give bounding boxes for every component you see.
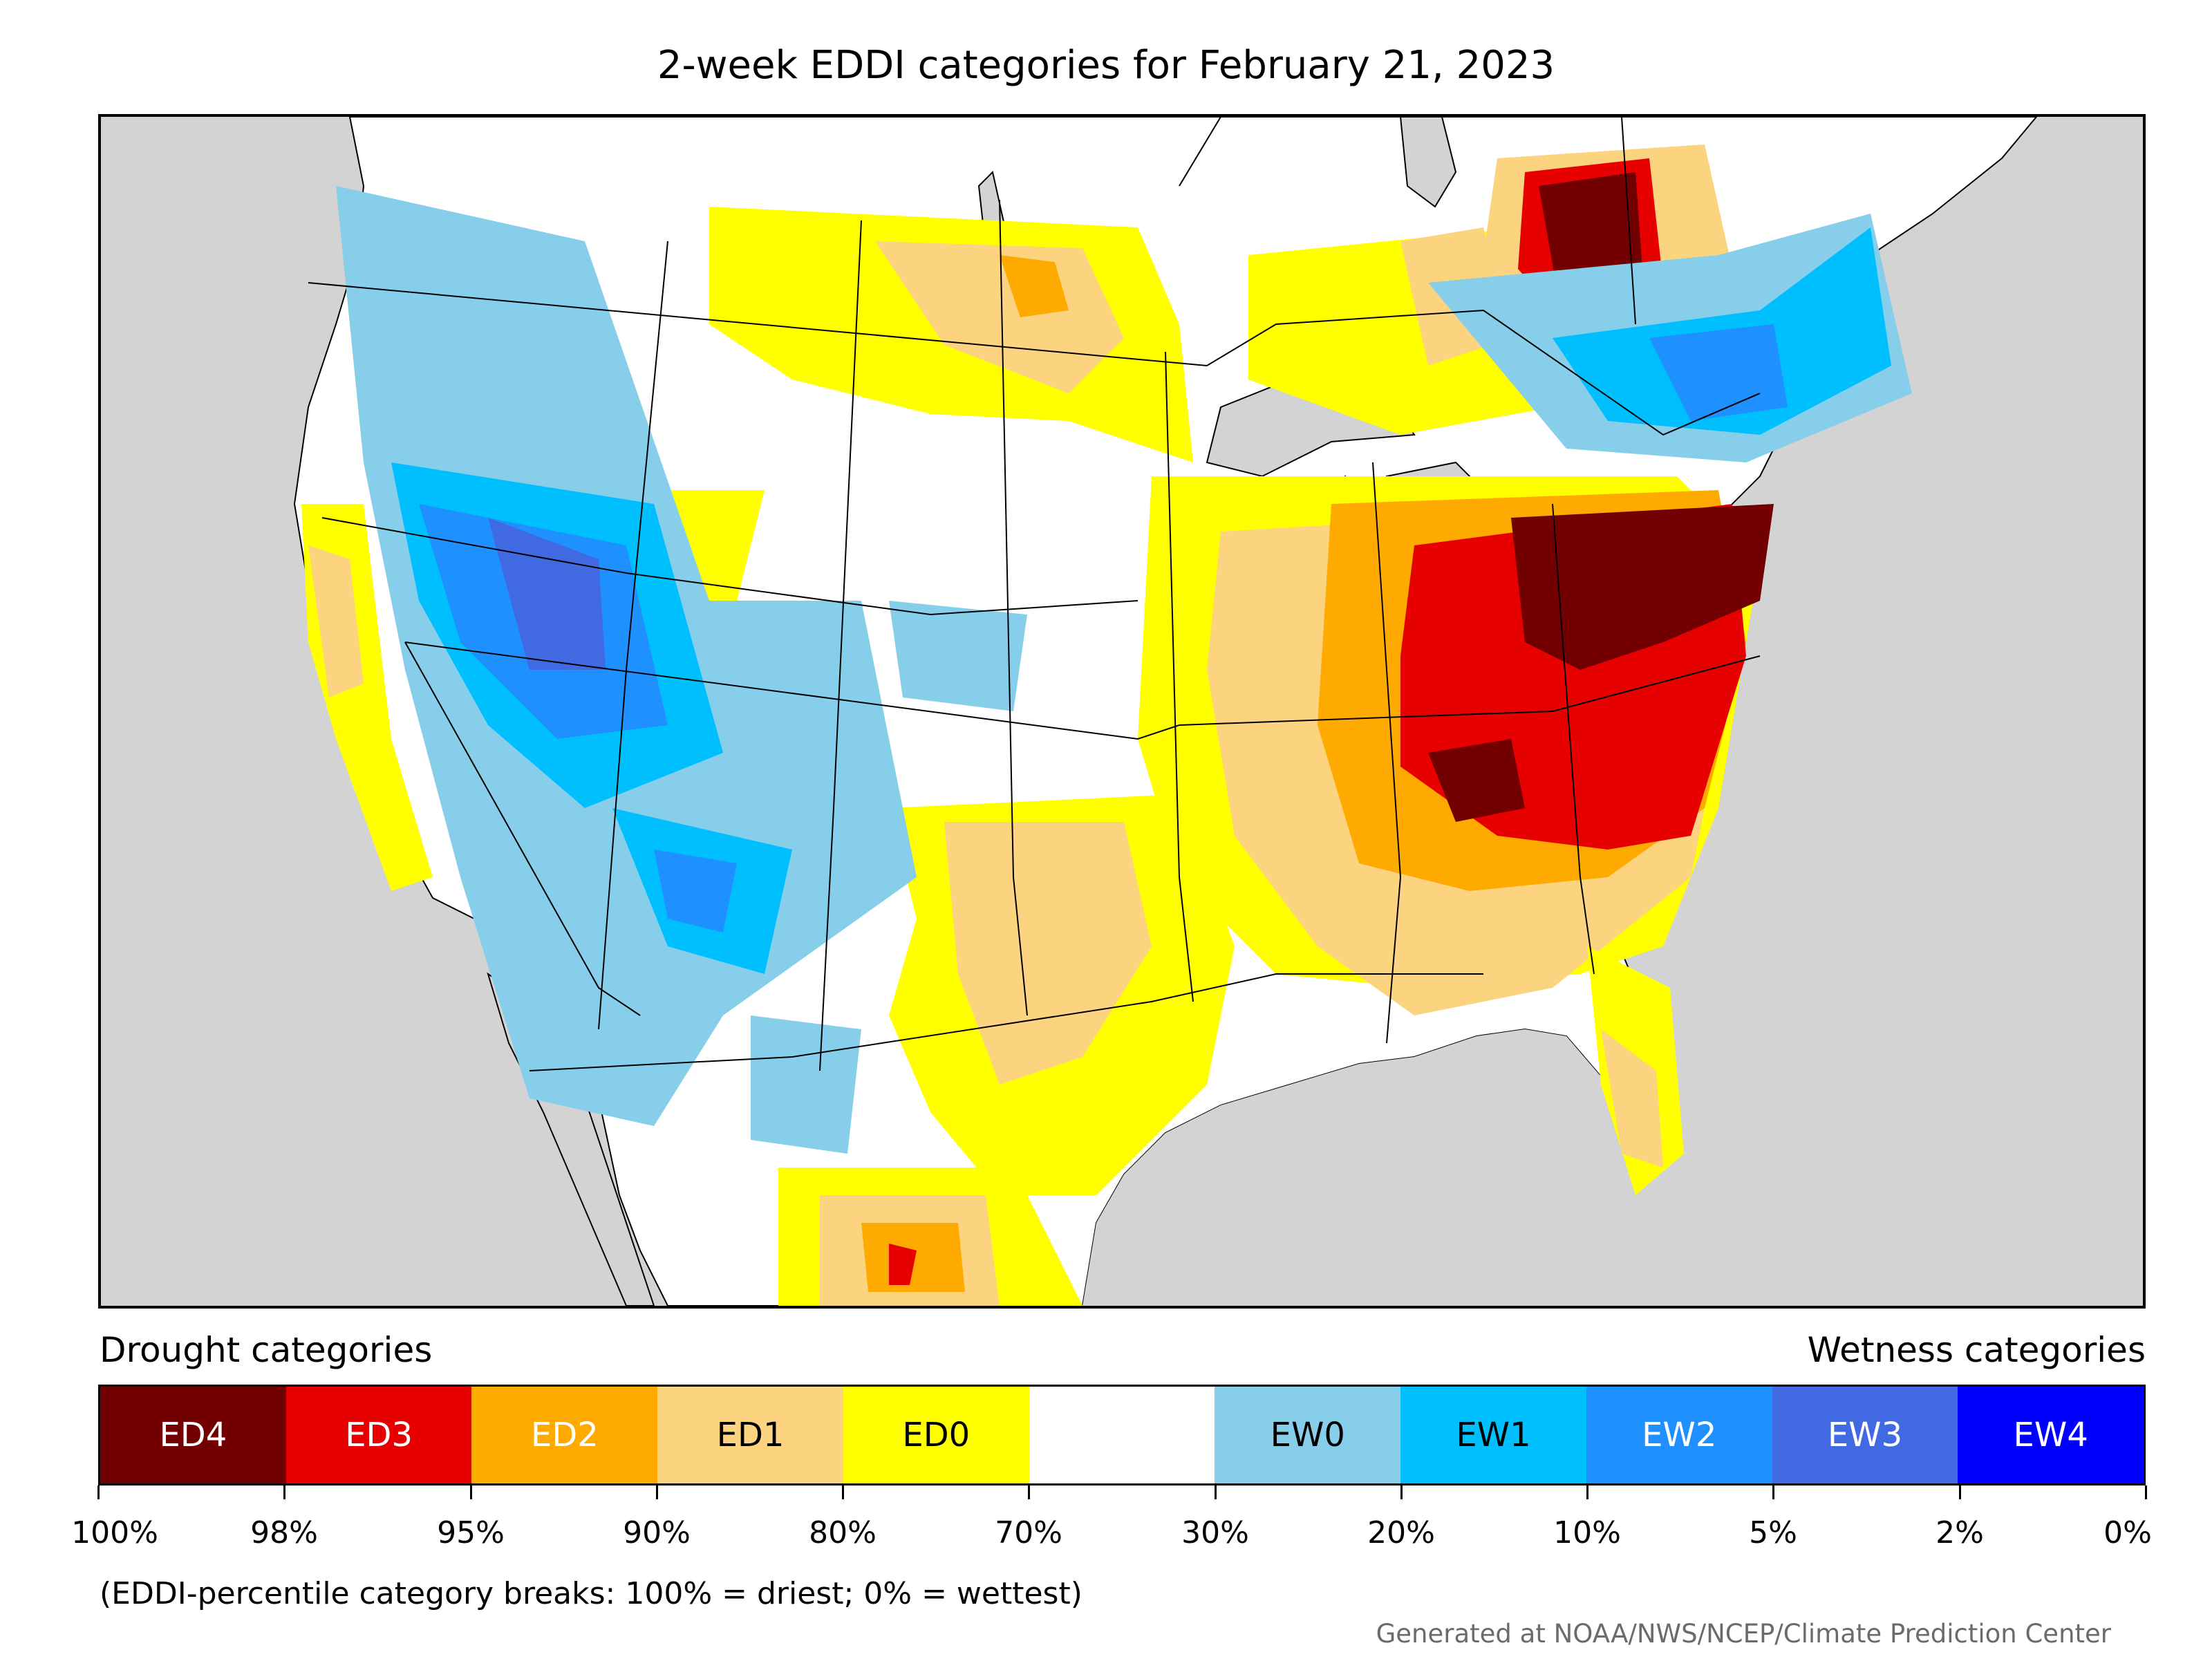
percentile-note: (EDDI-percentile category breaks: 100% =… bbox=[100, 1576, 1082, 1611]
colorbar-tick-label: 0% bbox=[2103, 1515, 2152, 1550]
colorbar-segment-ed3: ED3 bbox=[285, 1387, 472, 1483]
colorbar-tick-label: 30% bbox=[1181, 1515, 1249, 1550]
colorbar-segment-ed1: ED1 bbox=[657, 1387, 843, 1483]
wetness-categories-heading: Wetness categories bbox=[1807, 1330, 2146, 1370]
political-borders bbox=[308, 117, 1761, 1071]
colorbar-tick-label: 20% bbox=[1367, 1515, 1435, 1550]
map-canvas bbox=[293, 117, 2038, 1306]
colorbar-segment-ew3: EW3 bbox=[1772, 1387, 1958, 1483]
colorbar-segment-normal bbox=[1029, 1387, 1215, 1483]
category-colorbar: ED4 ED3 ED2 ED1 ED0 EW0 EW1 EW2 EW3 EW4 bbox=[98, 1385, 2146, 1485]
colorbar-tick-label: 95% bbox=[437, 1515, 505, 1550]
drought-areas bbox=[301, 144, 1774, 1306]
colorbar-tick-label: 5% bbox=[1749, 1515, 1797, 1550]
colorbar-segment-ew4: EW4 bbox=[1958, 1387, 2144, 1483]
gulf-of-mexico bbox=[1082, 1029, 1663, 1306]
colorbar-tick-label: 90% bbox=[623, 1515, 691, 1550]
colorbar-tick bbox=[1772, 1485, 1774, 1499]
colorbar-tick-label: 100% bbox=[71, 1515, 158, 1550]
colorbar-segment-ew1: EW1 bbox=[1400, 1387, 1586, 1483]
colorbar-tick-label: 70% bbox=[995, 1515, 1062, 1550]
colorbar-tick-label: 2% bbox=[1936, 1515, 1984, 1550]
colorbar-segment-ed2: ED2 bbox=[471, 1387, 658, 1483]
colorbar-tick bbox=[1215, 1485, 1217, 1499]
colorbar-segment-ed4: ED4 bbox=[100, 1387, 286, 1483]
colorbar-tick bbox=[2145, 1485, 2147, 1499]
colorbar-segment-ed0: ED0 bbox=[843, 1387, 1029, 1483]
credit-line: Generated at NOAA/NWS/NCEP/Climate Predi… bbox=[1376, 1619, 2111, 1649]
colorbar-segment-ew0: EW0 bbox=[1215, 1387, 1401, 1483]
colorbar-tick bbox=[1400, 1485, 1403, 1499]
wetness-areas bbox=[336, 186, 1912, 1154]
colorbar-tick bbox=[283, 1485, 285, 1499]
colorbar-tick bbox=[1586, 1485, 1588, 1499]
colorbar-tick bbox=[842, 1485, 844, 1499]
drought-categories-heading: Drought categories bbox=[100, 1330, 433, 1370]
colorbar-tick bbox=[1959, 1485, 1961, 1499]
colorbar-tick bbox=[97, 1485, 100, 1499]
colorbar-tick-label: 98% bbox=[250, 1515, 318, 1550]
colorbar-tick-label: 80% bbox=[809, 1515, 877, 1550]
eddi-map bbox=[98, 114, 2146, 1309]
colorbar-tick-label: 10% bbox=[1553, 1515, 1621, 1550]
map-title: 2-week EDDI categories for February 21, … bbox=[657, 43, 1555, 88]
colorbar-tick bbox=[656, 1485, 658, 1499]
colorbar-tick bbox=[470, 1485, 472, 1499]
colorbar-tick bbox=[1028, 1485, 1030, 1499]
colorbar-segment-ew2: EW2 bbox=[1586, 1387, 1772, 1483]
